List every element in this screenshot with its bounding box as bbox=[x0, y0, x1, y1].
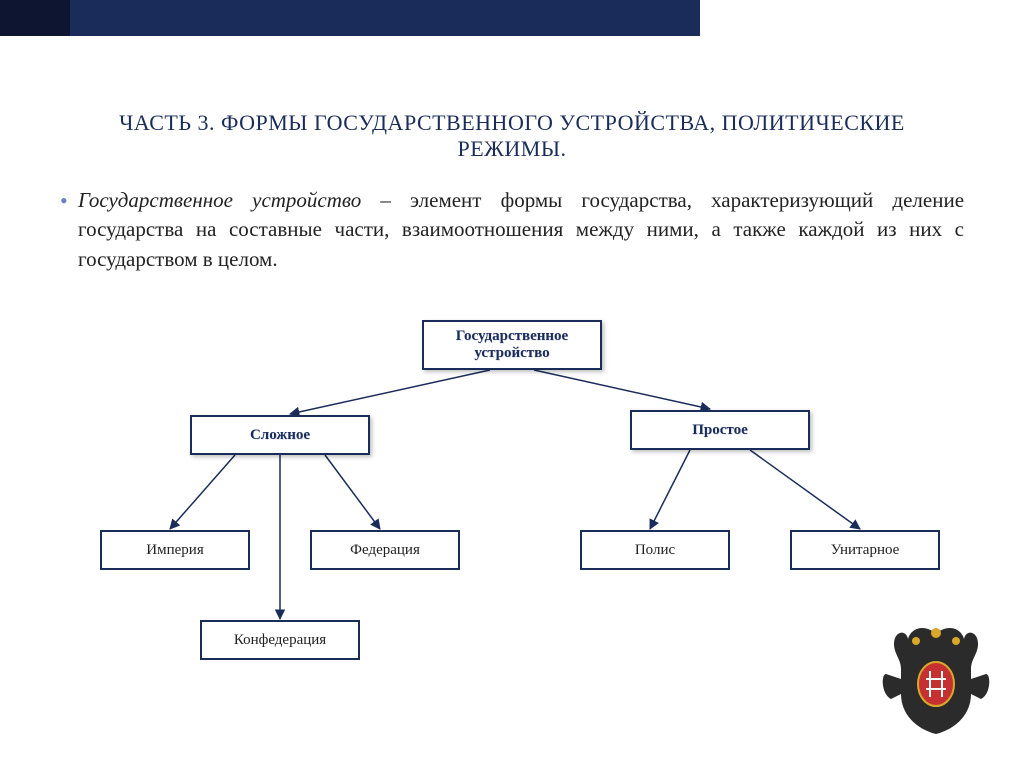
bullet-dot-icon: • bbox=[60, 186, 68, 217]
bullet-paragraph: • Государственное устройство – элемент ф… bbox=[78, 186, 964, 274]
node-root: Государственное устройство bbox=[422, 320, 602, 370]
node-complex: Сложное bbox=[190, 415, 370, 455]
node-empire-label: Империя bbox=[146, 542, 203, 559]
definition-dash: – bbox=[361, 188, 410, 212]
node-federation: Федерация bbox=[310, 530, 460, 570]
node-simple: Простое bbox=[630, 410, 810, 450]
slide-title: ЧАСТЬ 3. ФОРМЫ ГОСУДАРСТВЕННОГО УСТРОЙСТ… bbox=[60, 110, 964, 162]
node-root-label: Государственное устройство bbox=[456, 328, 568, 362]
hierarchy-diagram: Государственное устройство Сложное Прост… bbox=[60, 320, 964, 720]
node-confederation-label: Конфедерация bbox=[234, 632, 326, 649]
node-unitary: Унитарное bbox=[790, 530, 940, 570]
node-polis-label: Полис bbox=[635, 542, 675, 559]
header-bar-accent bbox=[0, 0, 70, 36]
node-empire: Империя bbox=[100, 530, 250, 570]
node-complex-label: Сложное bbox=[250, 427, 310, 444]
definition-term: Государственное устройство bbox=[78, 188, 361, 212]
node-confederation: Конфедерация bbox=[200, 620, 360, 660]
title-line-2: РЕЖИМЫ. bbox=[457, 136, 566, 161]
node-unitary-label: Унитарное bbox=[831, 542, 900, 559]
diagram-arrows bbox=[60, 320, 964, 720]
header-bar bbox=[0, 0, 700, 36]
node-federation-label: Федерация bbox=[350, 542, 420, 559]
node-simple-label: Простое bbox=[692, 422, 748, 439]
title-line-1: ЧАСТЬ 3. ФОРМЫ ГОСУДАРСТВЕННОГО УСТРОЙСТ… bbox=[119, 110, 905, 135]
node-polis: Полис bbox=[580, 530, 730, 570]
emblem-icon bbox=[876, 619, 996, 739]
